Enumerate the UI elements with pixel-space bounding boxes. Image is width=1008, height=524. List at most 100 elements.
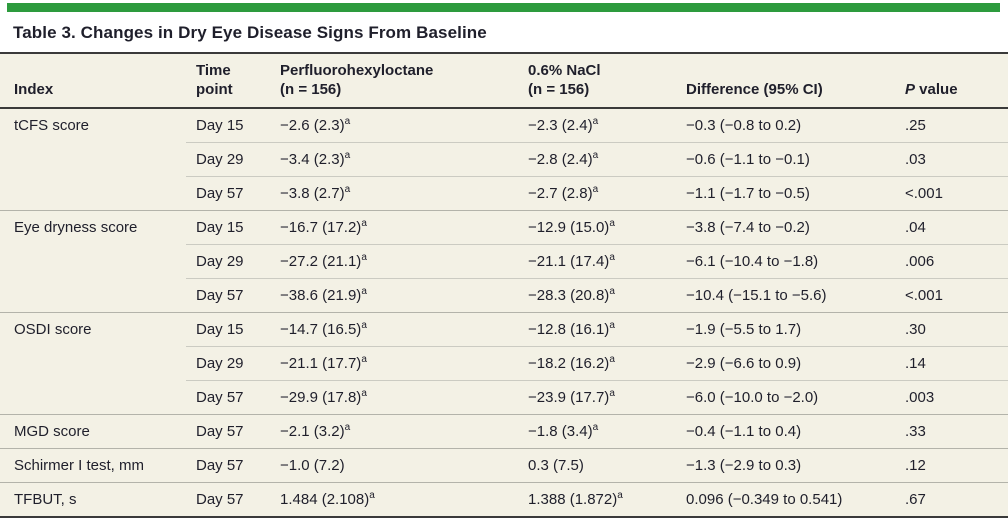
cell-pfho: 1.484 (2.108)a [270,482,518,518]
cell-pfho: −16.7 (17.2)a [270,210,518,245]
cell-p_value: .006 [895,244,1008,279]
cell-pfho: −3.8 (2.7)a [270,176,518,211]
footnote-marker: a [609,251,615,263]
cell-pfho: −29.9 (17.8)a [270,380,518,415]
cell-index: OSDI score [0,312,186,347]
table-row: Day 57 −3.8 (2.7)a −2.7 (2.8)a −1.1 (−1.7 t… [0,176,1008,211]
cell-p_value: .25 [895,108,1008,143]
table-row: Day 29 −27.2 (21.1)a −21.1 (17.4)a −6.1 (−1… [0,244,1008,279]
cell-nacl: −28.3 (20.8)a [518,278,676,313]
cell-pfho: −14.7 (16.5)a [270,312,518,347]
column-header-pfho: Perfluorohexyloctane (n = 156) [270,52,518,109]
cell-time_point: Day 57 [186,278,270,313]
cell-difference: −10.4 (−15.1 to −5.6) [676,278,895,313]
footnote-marker: a [609,285,615,297]
column-header-difference: Difference (95% CI) [676,52,895,109]
cell-time_point: Day 15 [186,210,270,245]
cell-pfho: −2.6 (2.3)a [270,108,518,143]
cell-pfho: −3.4 (2.3)a [270,142,518,177]
column-header-index: Index [0,52,186,109]
footnote-marker: a [361,319,367,331]
cell-p_value: <.001 [895,278,1008,313]
cell-p_value: .30 [895,312,1008,347]
table-title: Table 3. Changes in Dry Eye Disease Sign… [13,23,487,42]
cell-nacl: −1.8 (3.4)a [518,414,676,449]
cell-time_point: Day 57 [186,176,270,211]
cell-index: tCFS score [0,108,186,143]
table-row: Schirmer I test, mm Day 57 −1.0 (7.2) 0.3 (… [0,448,1008,483]
cell-index [0,346,186,381]
accent-bar [7,3,1000,12]
cell-index [0,244,186,279]
footnote-marker: a [617,489,623,501]
footnote-marker: a [361,353,367,365]
cell-index: Eye dryness score [0,210,186,245]
cell-difference: −1.1 (−1.7 to −0.5) [676,176,895,211]
cell-index [0,142,186,177]
cell-difference: −0.4 (−1.1 to 0.4) [676,414,895,449]
column-header-nacl: 0.6% NaCl (n = 156) [518,52,676,109]
table-row: TFBUT, s Day 57 1.484 (2.108)a 1.388 (1.872… [0,482,1008,518]
footnote-marker: a [609,387,615,399]
cell-difference: −3.8 (−7.4 to −0.2) [676,210,895,245]
footnote-marker: a [592,149,599,161]
footnote-marker: a [361,217,367,229]
cell-time_point: Day 29 [186,142,270,177]
cell-time_point: Day 57 [186,482,270,518]
cell-pfho: −21.1 (17.7)a [270,346,518,381]
cell-pfho: −2.1 (3.2)a [270,414,518,449]
footnote-marker: a [592,183,599,195]
cell-time_point: Day 57 [186,414,270,449]
cell-p_value: .14 [895,346,1008,381]
footnote-marker: a [344,115,351,127]
table-row: OSDI score Day 15 −14.7 (16.5)a −12.8 (16.1… [0,312,1008,347]
table-row: Eye dryness score Day 15 −16.7 (17.2)a −12.… [0,210,1008,245]
cell-difference: −6.0 (−10.0 to −2.0) [676,380,895,415]
cell-index [0,176,186,211]
footnote-marker: a [361,251,367,263]
cell-index: TFBUT, s [0,482,186,518]
cell-p_value: .67 [895,482,1008,518]
cell-index: Schirmer I test, mm [0,448,186,483]
cell-nacl: −23.9 (17.7)a [518,380,676,415]
table-row: Day 57 −38.6 (21.9)a −28.3 (20.8)a −10.4 (−… [0,278,1008,313]
cell-time_point: Day 57 [186,380,270,415]
cell-difference: −1.9 (−5.5 to 1.7) [676,312,895,347]
cell-nacl: −2.8 (2.4)a [518,142,676,177]
table-row: Day 29 −3.4 (2.3)a −2.8 (2.4)a −0.6 (−1.1 t… [0,142,1008,177]
cell-nacl: −18.2 (16.2)a [518,346,676,381]
cell-difference: 0.096 (−0.349 to 0.541) [676,482,895,518]
cell-pfho: −1.0 (7.2) [270,448,518,483]
footnote-marker: a [344,421,351,433]
header-row: Index Time point Perfluorohexyloctane (n = 1… [0,52,1008,109]
table-header: Index Time point Perfluorohexyloctane (n = 1… [0,52,1008,109]
cell-difference: −0.6 (−1.1 to −0.1) [676,142,895,177]
cell-nacl: −12.8 (16.1)a [518,312,676,347]
cell-difference: −0.3 (−0.8 to 0.2) [676,108,895,143]
cell-index: MGD score [0,414,186,449]
cell-p_value: .03 [895,142,1008,177]
cell-index [0,278,186,313]
cell-nacl: −21.1 (17.4)a [518,244,676,279]
cell-p_value: .12 [895,448,1008,483]
dry-eye-signs-table: Index Time point Perfluorohexyloctane (n = 1… [0,52,1008,518]
column-header-time_point: Time point [186,52,270,109]
column-header-p_value: P value [895,52,1008,109]
cell-time_point: Day 57 [186,448,270,483]
footnote-marker: a [369,489,375,501]
footnote-marker: a [592,115,599,127]
cell-time_point: Day 29 [186,346,270,381]
footnote-marker: a [344,149,351,161]
cell-nacl: −2.3 (2.4)a [518,108,676,143]
table-row: Day 57 −29.9 (17.8)a −23.9 (17.7)a −6.0 (−1… [0,380,1008,415]
cell-index [0,380,186,415]
footnote-marker: a [609,353,615,365]
table-row: Day 29 −21.1 (17.7)a −18.2 (16.2)a −2.9 (−6… [0,346,1008,381]
cell-p_value: .04 [895,210,1008,245]
footnote-marker: a [361,285,367,297]
cell-nacl: 0.3 (7.5) [518,448,676,483]
footnote-marker: a [609,217,615,229]
cell-difference: −6.1 (−10.4 to −1.8) [676,244,895,279]
cell-pfho: −27.2 (21.1)a [270,244,518,279]
